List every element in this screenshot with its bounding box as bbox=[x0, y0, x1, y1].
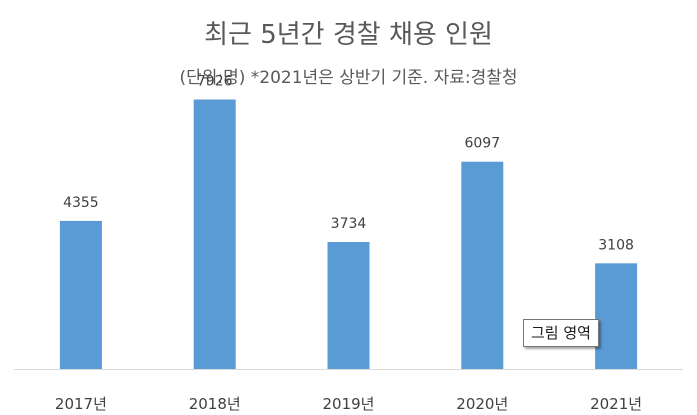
x-tick-label: 2019년 bbox=[323, 395, 375, 413]
data-label: 3108 bbox=[598, 237, 634, 253]
data-label: 6097 bbox=[464, 136, 500, 152]
chart-title: 최근 5년간 경찰 채용 인원 bbox=[204, 20, 493, 50]
data-label: 7926 bbox=[197, 74, 233, 90]
chart-subtitle: (단위:명) *2021년은 상반기 기준. 자료:경찰청 bbox=[179, 68, 518, 88]
bar-2019년[interactable] bbox=[327, 242, 370, 369]
x-tick-label: 2021년 bbox=[590, 395, 642, 413]
data-label: 3734 bbox=[331, 216, 367, 232]
plot-area-tooltip: 그림 영역 bbox=[523, 319, 599, 347]
x-tick-label: 2017년 bbox=[55, 395, 107, 413]
bar-2020년[interactable] bbox=[461, 161, 504, 369]
data-label: 4355 bbox=[63, 195, 99, 211]
x-tick-label: 2020년 bbox=[456, 395, 508, 413]
x-tick-label: 2018년 bbox=[189, 395, 241, 413]
bar-2017년[interactable] bbox=[59, 220, 102, 369]
bar-2021년[interactable] bbox=[595, 263, 638, 369]
bar-2018년[interactable] bbox=[193, 99, 236, 370]
